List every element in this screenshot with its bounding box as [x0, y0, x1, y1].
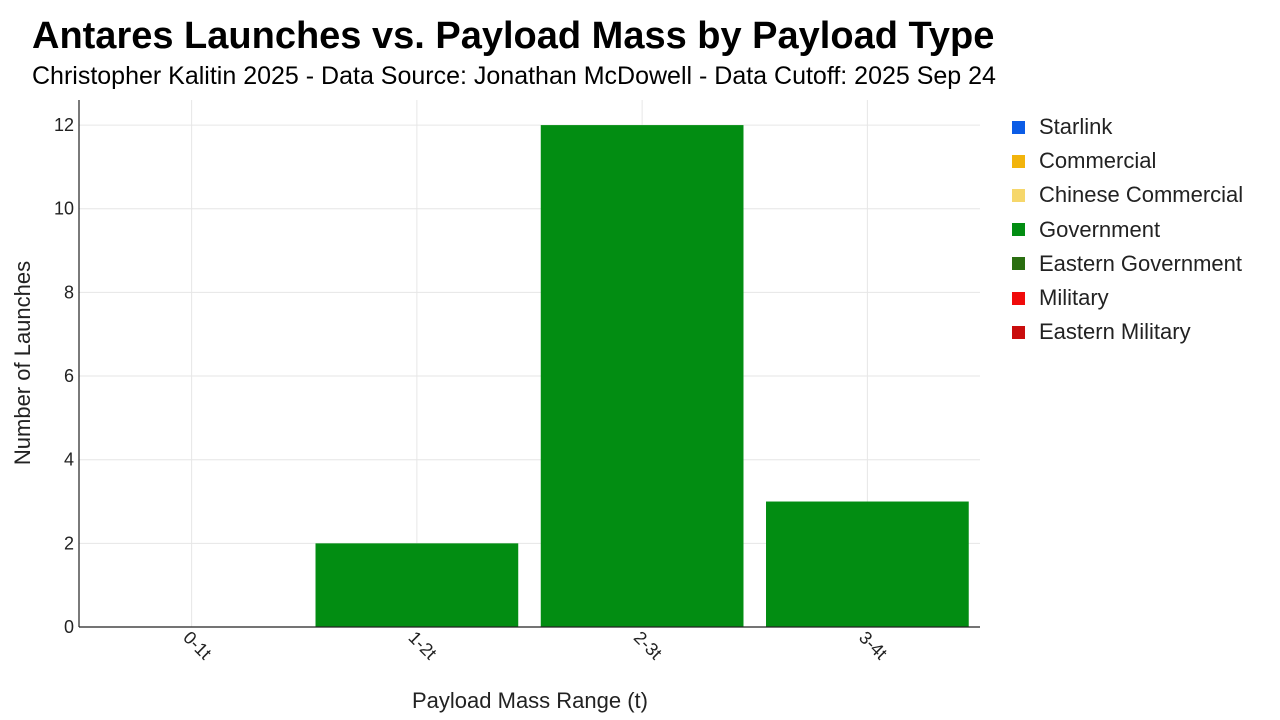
y-tick-labels: 0 2 4 6 8 10 12	[54, 115, 74, 637]
legend-item-starlink[interactable]: Starlink	[1012, 110, 1243, 144]
bars	[315, 125, 969, 627]
legend-label: Eastern Government	[1039, 250, 1242, 276]
y-tick-label: 10	[54, 199, 74, 219]
legend-label: Starlink	[1039, 114, 1113, 140]
legend-item-government[interactable]: Government	[1012, 213, 1243, 247]
legend-label: Government	[1039, 216, 1161, 242]
y-axis-label: Number of Launches	[10, 261, 35, 465]
x-axis-label: Payload Mass Range (t)	[412, 688, 648, 713]
bar-government-2-3t	[540, 125, 744, 627]
legend-swatch	[1012, 291, 1025, 305]
y-tick-label: 4	[64, 450, 74, 470]
y-tick-label: 2	[64, 533, 74, 553]
legend-label: Chinese Commercial	[1039, 182, 1244, 208]
legend: Starlink Commercial Chinese Commercial Gove…	[1012, 110, 1243, 349]
legend-label: Commercial	[1039, 148, 1157, 174]
x-tick-labels: 0-1t 1-2t 2-3t 3-4t	[179, 627, 891, 663]
y-tick-label: 12	[54, 115, 74, 135]
x-tick-label: 0-1t	[179, 627, 215, 663]
x-tick-label: 2-3t	[630, 627, 666, 663]
grid-lines	[79, 100, 980, 628]
chart-title: Antares Launches vs. Payload Mass by Pay…	[32, 15, 995, 57]
legend-swatch	[1012, 257, 1025, 271]
y-tick-label: 8	[64, 282, 74, 302]
legend-item-chinese-commercial[interactable]: Chinese Commercial	[1012, 178, 1243, 212]
y-tick-label: 6	[64, 366, 74, 386]
legend-swatch	[1012, 154, 1025, 168]
legend-swatch	[1012, 188, 1025, 202]
legend-label: Military	[1039, 285, 1109, 311]
legend-item-eastern-military[interactable]: Eastern Military	[1012, 315, 1243, 349]
legend-swatch	[1012, 223, 1025, 237]
chart-subtitle: Christopher Kalitin 2025 - Data Source: …	[32, 62, 996, 90]
legend-item-eastern-government[interactable]: Eastern Government	[1012, 247, 1243, 281]
x-tick-label: 3-4t	[855, 627, 891, 663]
bar-government-1-2t	[315, 543, 519, 627]
legend-swatch	[1012, 325, 1025, 339]
legend-swatch	[1012, 120, 1025, 134]
legend-item-military[interactable]: Military	[1012, 281, 1243, 315]
y-tick-label: 0	[64, 617, 74, 637]
bar-government-3-4t	[766, 501, 969, 627]
legend-item-commercial[interactable]: Commercial	[1012, 144, 1243, 178]
legend-label: Eastern Military	[1039, 319, 1191, 345]
x-tick-label: 1-2t	[404, 627, 440, 663]
